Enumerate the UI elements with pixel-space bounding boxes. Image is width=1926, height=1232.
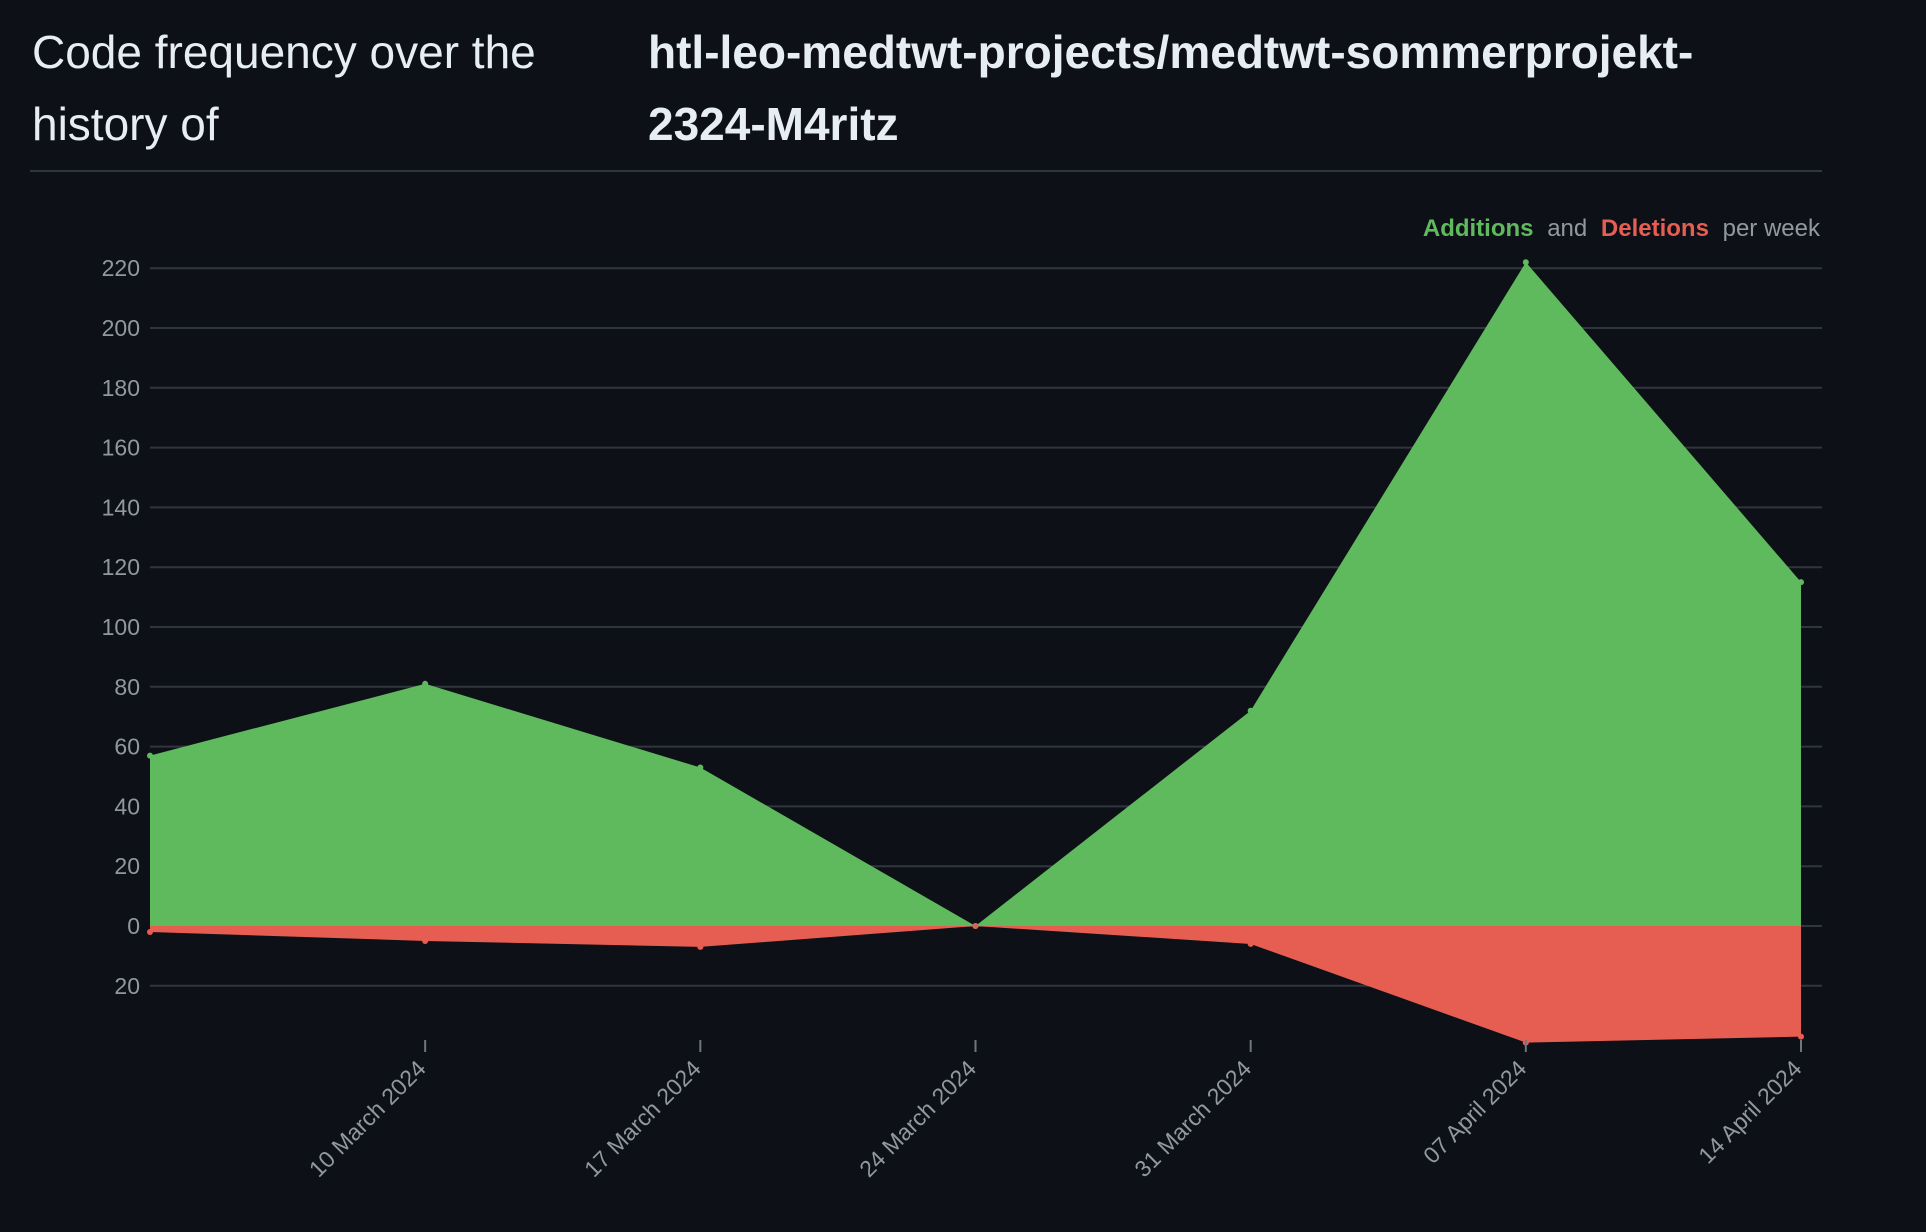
- y-tick-label: 40: [114, 793, 140, 819]
- additions-point[interactable]: [422, 680, 429, 687]
- y-tick-label: 200: [102, 315, 140, 341]
- page-title-prefix: Code frequency over the history of: [32, 26, 536, 150]
- x-tick-label: 31 March 2024: [1129, 1055, 1256, 1182]
- legend-additions: Additions: [1423, 215, 1534, 242]
- y-tick-label: 160: [102, 435, 140, 461]
- y-tick-label: 60: [114, 734, 140, 760]
- grid-lines: [150, 267, 1822, 987]
- y-tick-label: 0: [127, 913, 140, 939]
- deletions-area: [150, 926, 1801, 1043]
- y-tick-label: 20: [114, 853, 140, 879]
- y-tick-label: 220: [102, 255, 140, 281]
- legend-per-week: per week: [1723, 215, 1821, 242]
- additions-area: [150, 262, 1801, 927]
- y-tick-label: 20: [114, 973, 140, 999]
- deletions-point[interactable]: [147, 928, 153, 935]
- x-tick-label: 10 March 2024: [304, 1055, 431, 1182]
- chart-areas: [147, 259, 1804, 1046]
- deletions-point[interactable]: [697, 943, 704, 950]
- x-tick-label: 07 April 2024: [1418, 1055, 1531, 1168]
- legend-and: and: [1547, 215, 1587, 242]
- repository-name[interactable]: htl-leo-medtwt-projects/medtwt-sommerpro…: [648, 26, 1694, 150]
- deletions-point[interactable]: [1247, 940, 1254, 947]
- y-tick-label: 140: [102, 494, 140, 520]
- y-tick-label: 120: [102, 554, 140, 580]
- y-tick-label: 180: [102, 375, 140, 401]
- y-tick-label: 100: [102, 614, 140, 640]
- additions-point[interactable]: [1522, 259, 1529, 266]
- x-tick-label: 17 March 2024: [579, 1055, 706, 1182]
- additions-point[interactable]: [147, 752, 153, 759]
- chart-legend: Additions and Deletions per week: [1423, 215, 1821, 242]
- y-tick-label: 80: [114, 674, 140, 700]
- additions-point[interactable]: [697, 764, 704, 771]
- x-tick-label: 14 April 2024: [1693, 1055, 1806, 1168]
- additions-point[interactable]: [1798, 579, 1804, 586]
- page-header: Code frequency over the history of htl-l…: [30, 16, 1822, 172]
- deletions-point[interactable]: [972, 923, 979, 929]
- deletions-point[interactable]: [422, 937, 429, 944]
- additions-point[interactable]: [1247, 707, 1254, 714]
- x-axis: 10 March 2024 17 March 2024 24 March 2024 3…: [304, 1040, 1807, 1182]
- x-tick-label: 24 March 2024: [854, 1055, 981, 1182]
- legend-deletions: Deletions: [1601, 215, 1709, 242]
- deletions-point[interactable]: [1798, 1033, 1804, 1040]
